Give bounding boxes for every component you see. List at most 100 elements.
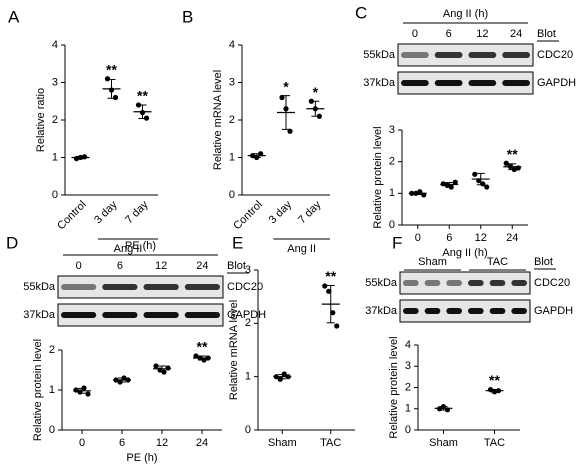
data-point [112, 94, 119, 101]
band [61, 312, 97, 318]
y-tick-label: 1 [52, 151, 58, 163]
blot-frame [399, 299, 531, 323]
x-tick-label: 7 day [123, 198, 151, 226]
band [424, 308, 441, 314]
band [102, 312, 138, 318]
x-tick-label: 6 [119, 437, 125, 449]
data-point [287, 128, 293, 134]
x-tick-label: 7 day [296, 198, 324, 226]
significance: ** [489, 372, 500, 388]
data-point [440, 181, 446, 187]
band [102, 284, 138, 290]
y-tick-label: 2 [405, 381, 411, 393]
y-axis-label: Relative mRNA level [212, 70, 224, 170]
data-point [165, 365, 171, 371]
data-point [503, 160, 509, 166]
band [446, 280, 462, 286]
x-axis-label: Ang II (h) [442, 247, 487, 259]
significance: * [313, 84, 319, 100]
y-tick-label: 1 [229, 151, 235, 163]
blot-frame [57, 303, 224, 327]
x-tick-label: 24 [196, 437, 208, 449]
band [434, 80, 463, 86]
y-tick-label: 2 [49, 344, 55, 356]
significance: ** [325, 268, 336, 284]
lane-label: 6 [446, 28, 452, 40]
kda-label: 55kDa [363, 49, 396, 61]
band [468, 280, 484, 286]
x-tick-label: 3 day [267, 198, 295, 226]
blot-frame [57, 275, 224, 299]
y-tick-label: 1 [389, 187, 395, 199]
band [502, 52, 530, 58]
band [184, 312, 220, 318]
group-label: Ang II [287, 243, 316, 255]
data-point [326, 288, 332, 294]
band-name: CDC20 [537, 49, 573, 61]
y-tick-label: 0 [389, 219, 395, 231]
band [511, 280, 527, 286]
band [446, 308, 462, 314]
band-name: CDC20 [227, 281, 263, 293]
y-tick-label: 2 [245, 317, 251, 329]
y-tick-label: 3 [405, 360, 411, 372]
y-tick-label: 4 [229, 39, 235, 51]
x-tick-label: Control [55, 199, 89, 233]
y-tick-label: 3 [52, 76, 58, 88]
blot-frame [397, 43, 534, 67]
group-label: TAC [487, 256, 508, 268]
blot-label: Blot [534, 256, 553, 268]
band [61, 284, 97, 290]
blot-label: Blot [537, 28, 556, 40]
data-point [85, 391, 91, 397]
lane-label: 12 [155, 260, 167, 272]
y-axis-label: Relative protein level [388, 336, 400, 438]
kda-label: 55kDa [365, 277, 398, 289]
band [502, 80, 530, 86]
x-tick-label: Control [231, 199, 265, 233]
blot-frame [399, 271, 531, 295]
y-tick-label: 0 [229, 189, 235, 201]
data-point [279, 94, 285, 101]
band [401, 80, 429, 86]
group-label: Sham [418, 256, 447, 268]
y-tick-label: 0 [405, 424, 411, 436]
band [468, 308, 484, 314]
lane-label: 12 [476, 28, 488, 40]
data-point [193, 353, 199, 359]
blot-header: PE (h) [125, 240, 156, 252]
lane-label: 24 [196, 260, 208, 272]
data-point [281, 371, 287, 377]
x-axis-label: PE (h) [126, 452, 157, 464]
lane-label: 0 [76, 260, 82, 272]
y-tick-label: 3 [245, 264, 251, 276]
band [489, 280, 506, 286]
y-tick-label: 1 [405, 403, 411, 415]
band [143, 312, 179, 318]
y-tick-label: 4 [405, 339, 411, 351]
significance: ** [137, 88, 148, 104]
x-tick-label: 0 [415, 232, 421, 244]
data-point [334, 323, 340, 329]
y-tick-label: 2 [389, 156, 395, 168]
lane-label: 24 [510, 28, 522, 40]
band [184, 284, 220, 290]
panel-letter: A [8, 7, 20, 26]
x-tick-label: 12 [475, 232, 487, 244]
band [403, 280, 419, 286]
lane-label: 6 [117, 260, 123, 272]
blot-frame [397, 71, 534, 95]
kda-label: 37kDa [365, 305, 398, 317]
x-tick-label: 24 [506, 232, 518, 244]
x-tick-label: 3 day [92, 198, 120, 226]
panel-letter: E [232, 233, 243, 252]
y-tick-label: 3 [229, 76, 235, 88]
y-tick-label: 4 [52, 39, 58, 51]
data-point [104, 76, 111, 82]
y-axis-label: Relative ratio [35, 88, 47, 152]
y-tick-label: 2 [229, 114, 235, 126]
group-label: Ang II [114, 243, 143, 255]
data-point [472, 171, 478, 177]
band [511, 308, 527, 314]
x-tick-label: TAC [484, 437, 505, 449]
